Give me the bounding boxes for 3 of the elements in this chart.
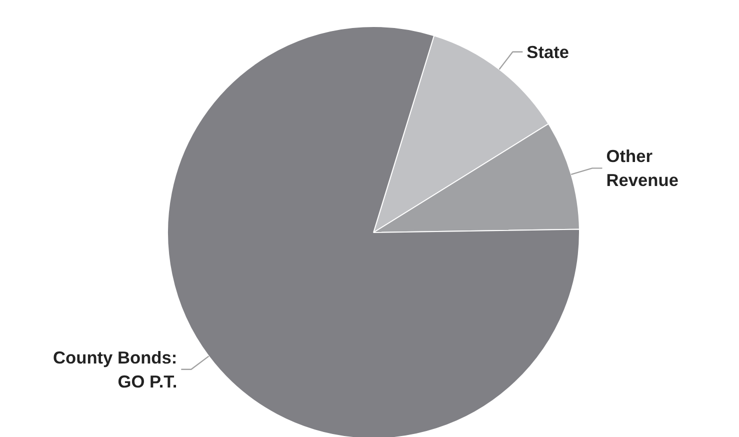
slice-label: County Bonds: GO P.T. [53, 347, 178, 392]
slice-label: State [526, 42, 570, 62]
slice-label: Other Revenue [606, 146, 679, 190]
